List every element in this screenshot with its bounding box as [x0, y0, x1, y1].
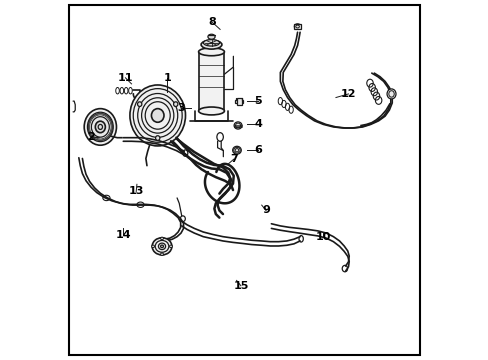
Bar	[198, 52, 224, 111]
Text: 1: 1	[163, 73, 171, 83]
Ellipse shape	[95, 121, 105, 133]
Text: 9: 9	[262, 206, 269, 216]
Text: 11: 11	[118, 73, 133, 83]
Ellipse shape	[198, 107, 224, 115]
Ellipse shape	[151, 109, 163, 122]
Ellipse shape	[160, 237, 163, 240]
Bar	[236, 98, 241, 105]
Ellipse shape	[160, 253, 163, 256]
Ellipse shape	[386, 89, 395, 99]
Text: 8: 8	[208, 17, 216, 27]
Ellipse shape	[173, 102, 178, 107]
Text: 6: 6	[254, 144, 262, 154]
Text: 15: 15	[233, 281, 248, 291]
Ellipse shape	[198, 48, 224, 56]
Bar	[235, 100, 243, 103]
Ellipse shape	[203, 40, 219, 46]
Ellipse shape	[294, 24, 300, 29]
Text: 7: 7	[229, 154, 237, 164]
Text: 10: 10	[315, 232, 330, 242]
Ellipse shape	[201, 40, 222, 49]
Ellipse shape	[137, 102, 142, 107]
Ellipse shape	[84, 109, 116, 145]
Bar	[293, 24, 301, 30]
Text: 14: 14	[115, 230, 131, 239]
Text: 4: 4	[254, 120, 262, 129]
Ellipse shape	[151, 245, 154, 248]
Text: 3: 3	[177, 103, 184, 113]
Ellipse shape	[232, 146, 241, 154]
Ellipse shape	[234, 122, 242, 129]
Ellipse shape	[169, 245, 172, 248]
Ellipse shape	[155, 136, 160, 140]
Text: 5: 5	[254, 96, 262, 106]
Ellipse shape	[207, 34, 215, 39]
Ellipse shape	[158, 243, 165, 249]
Ellipse shape	[130, 85, 185, 146]
Text: 12: 12	[340, 89, 356, 99]
Text: 13: 13	[128, 186, 143, 197]
Ellipse shape	[87, 112, 113, 141]
Ellipse shape	[152, 238, 171, 255]
Text: 2: 2	[87, 132, 95, 142]
